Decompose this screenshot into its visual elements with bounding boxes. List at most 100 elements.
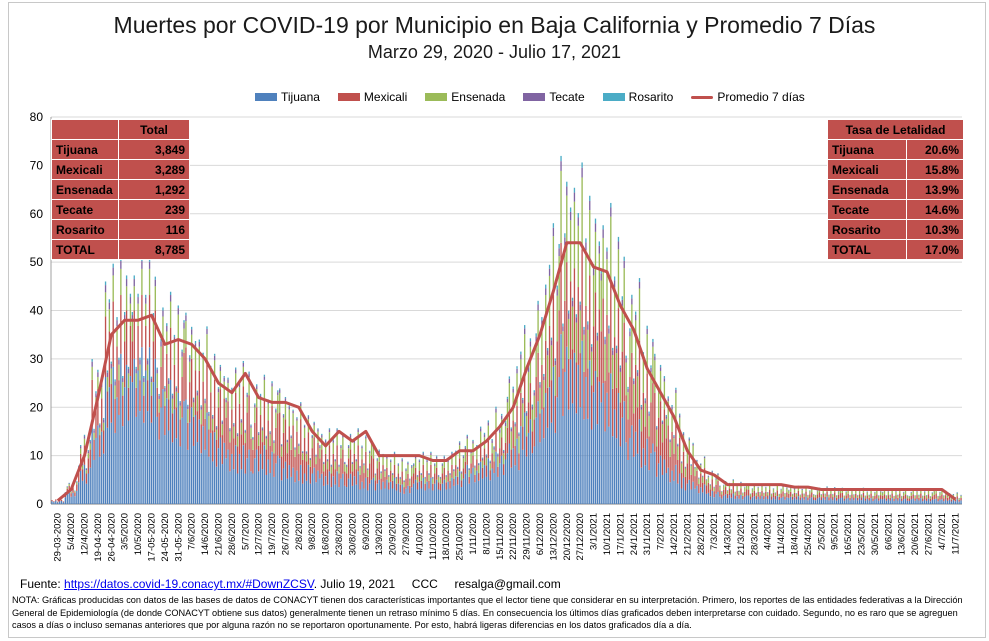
bar-mexicali [786, 492, 788, 498]
bar-ensenada [302, 453, 304, 460]
bar-ensenada [663, 381, 666, 410]
bar-rosarito [663, 376, 666, 379]
bar-rosarito [457, 466, 459, 468]
bar-tijuana [183, 401, 185, 504]
bar-rosarito [644, 398, 646, 401]
bar-tijuana [627, 459, 629, 504]
bar-rosarito [365, 435, 367, 437]
bar-tecate [441, 464, 444, 466]
bar-mexicali [566, 262, 568, 347]
bar-ensenada [734, 492, 736, 496]
bar-mexicali [820, 497, 823, 501]
bar-ensenada [273, 443, 275, 454]
bar-tijuana [772, 497, 775, 504]
bar-mexicali [876, 494, 878, 499]
bar-mexicali [437, 482, 440, 490]
bar-mexicali [464, 461, 467, 474]
bar-mexicali [372, 458, 375, 478]
bar-tecate [135, 369, 137, 374]
bar-tecate [340, 446, 342, 449]
bar-rosarito [162, 307, 164, 311]
bar-tijuana [558, 377, 560, 504]
x-tick-label: 17-05-2020 [146, 513, 157, 562]
bar-tecate [125, 279, 128, 287]
bar-mexicali [275, 427, 277, 464]
bar-tijuana [79, 470, 82, 504]
bar-tijuana [803, 499, 805, 504]
bar-mexicali [491, 453, 493, 469]
bar-tecate [617, 241, 620, 250]
bar-tecate [346, 465, 348, 467]
bar-mexicali [411, 476, 413, 488]
bar-mexicali [931, 496, 934, 500]
totals-label: Tijuana [51, 139, 119, 160]
bar-tecate [585, 242, 587, 251]
bar-tijuana [864, 500, 867, 504]
bar-mexicali [839, 493, 842, 498]
bar-rosarito [275, 408, 277, 411]
bar-rosarito [656, 426, 658, 428]
bar-tecate [106, 372, 109, 378]
bar-mexicali [449, 480, 451, 489]
bar-rosarito [430, 451, 432, 454]
legend-label-ensenada: Ensenada [451, 90, 506, 104]
bar-tijuana [378, 479, 380, 504]
bar-ensenada [181, 356, 183, 378]
legend-item-ensenada: Ensenada [425, 90, 505, 104]
bar-tecate [483, 434, 486, 438]
bar-tecate [751, 488, 754, 490]
bar-tecate [556, 289, 558, 296]
bar-tecate [390, 460, 392, 463]
bar-mexicali [125, 310, 128, 365]
bar-mexicali [129, 325, 132, 377]
bar-ensenada [106, 377, 109, 392]
bar-ensenada [407, 464, 409, 474]
bar-mexicali [724, 487, 727, 495]
source-link[interactable]: https://datos.covid-19.conacyt.mx/#DownZ… [64, 577, 314, 591]
bar-rosarito [169, 291, 172, 296]
bar-rosarito [252, 436, 254, 438]
bar-tijuana [131, 382, 134, 504]
bar-ensenada [99, 427, 101, 436]
bar-rosarito [585, 238, 587, 243]
bar-tecate [648, 413, 650, 416]
bar-ensenada [236, 436, 239, 447]
bar-ensenada [139, 364, 141, 381]
bar-tijuana [807, 500, 809, 504]
bar-tecate [493, 447, 495, 450]
bar-tecate [587, 324, 589, 330]
bar-tecate [447, 460, 449, 463]
legend-item-promedio: Promedio 7 días [691, 90, 805, 104]
bar-tecate [501, 415, 503, 420]
bar-rosarito [543, 373, 545, 377]
bar-rosarito [627, 386, 629, 389]
bar-tijuana [210, 432, 212, 504]
bar-tijuana [133, 358, 135, 504]
bar-tecate [409, 479, 411, 481]
bar-tecate [303, 425, 306, 428]
bar-tijuana [876, 498, 878, 504]
bar-mexicali [958, 499, 960, 502]
bar-tecate [129, 297, 132, 304]
bar-tecate [680, 462, 683, 464]
bar-rosarito [99, 423, 101, 425]
bar-mexicali [843, 498, 845, 501]
bar-rosarito [344, 461, 346, 463]
x-tick-label: 17/1/2021 [615, 513, 626, 555]
bar-tecate [625, 358, 627, 363]
bar-rosarito [403, 480, 405, 481]
bar-ensenada [901, 496, 903, 499]
bar-ensenada [395, 478, 398, 484]
bar-mexicali [89, 449, 91, 468]
bar-tecate [238, 383, 241, 388]
bar-rosarito [504, 421, 507, 423]
bar-mexicali [744, 491, 746, 497]
bar-tecate [376, 459, 378, 461]
lethality-value: 10.3% [906, 219, 964, 240]
bar-mexicali [146, 380, 149, 412]
bar-tecate [644, 400, 646, 404]
bar-mexicali [434, 473, 436, 484]
bar-tijuana [405, 488, 407, 504]
bar-rosarito [910, 491, 912, 493]
bar-tecate [164, 387, 166, 392]
